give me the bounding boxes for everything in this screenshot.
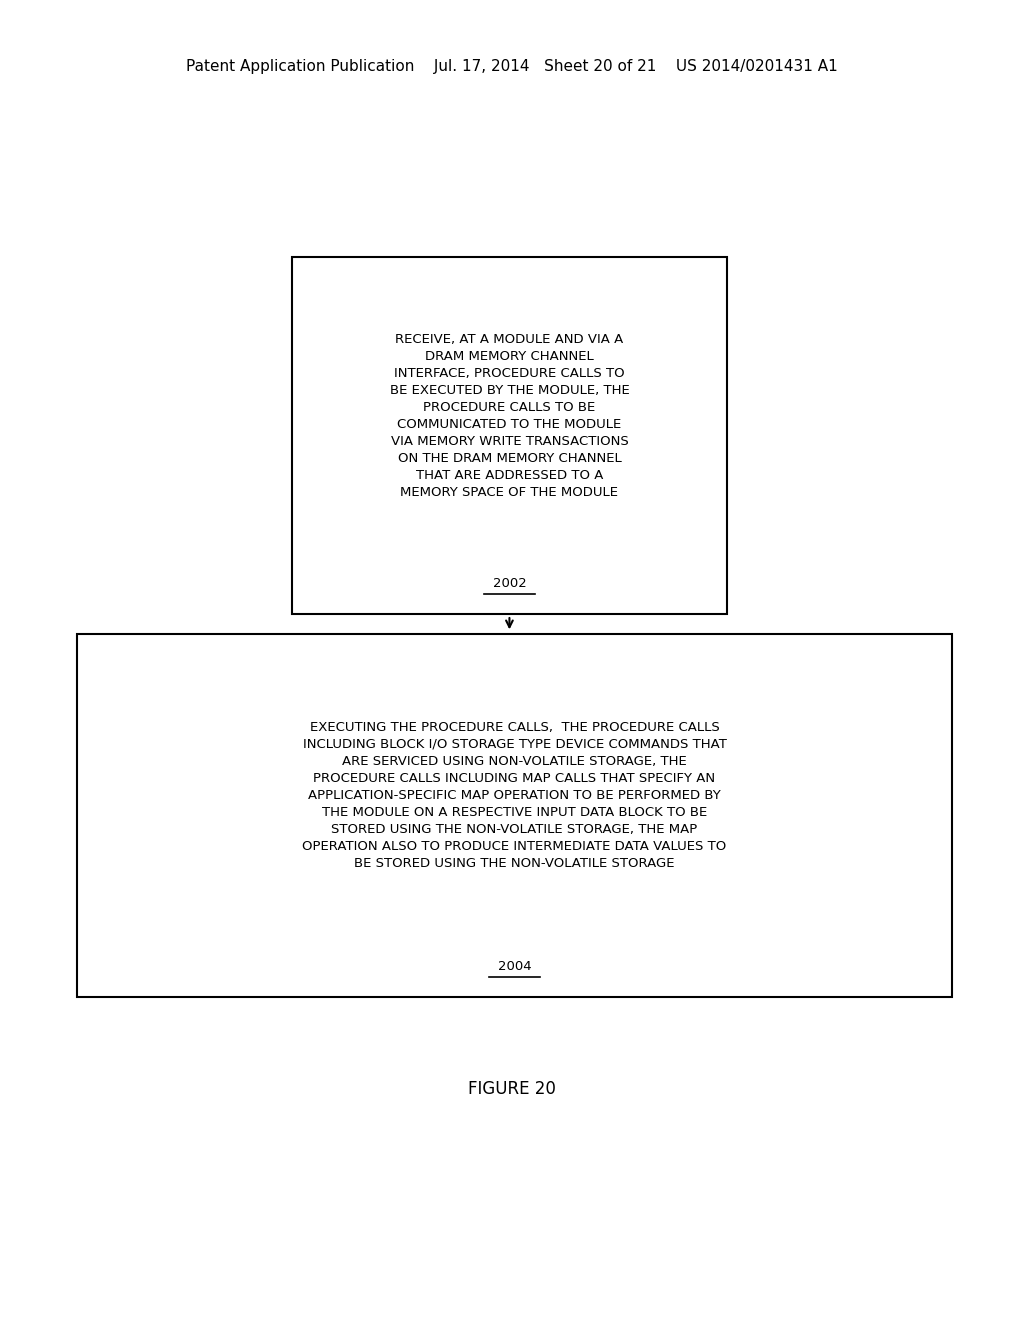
Text: 2002: 2002 — [493, 577, 526, 590]
Text: 2004: 2004 — [498, 960, 531, 973]
Text: Patent Application Publication    Jul. 17, 2014   Sheet 20 of 21    US 2014/0201: Patent Application Publication Jul. 17, … — [186, 59, 838, 74]
Text: RECEIVE, AT A MODULE AND VIA A
DRAM MEMORY CHANNEL
INTERFACE, PROCEDURE CALLS TO: RECEIVE, AT A MODULE AND VIA A DRAM MEMO… — [389, 333, 630, 499]
FancyBboxPatch shape — [77, 634, 952, 997]
Text: FIGURE 20: FIGURE 20 — [468, 1080, 556, 1098]
FancyBboxPatch shape — [292, 257, 727, 614]
Text: EXECUTING THE PROCEDURE CALLS,  THE PROCEDURE CALLS
INCLUDING BLOCK I/O STORAGE : EXECUTING THE PROCEDURE CALLS, THE PROCE… — [302, 721, 727, 870]
